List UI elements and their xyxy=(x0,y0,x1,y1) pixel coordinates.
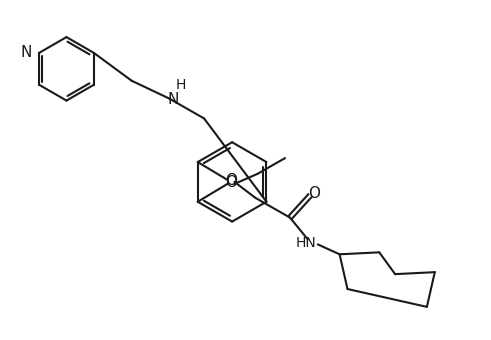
Text: H: H xyxy=(176,78,187,92)
Text: O: O xyxy=(225,175,238,190)
Text: N: N xyxy=(21,46,32,61)
Text: O: O xyxy=(225,173,238,188)
Text: O: O xyxy=(308,186,320,201)
Text: N: N xyxy=(167,92,179,107)
Text: HN: HN xyxy=(296,236,316,250)
